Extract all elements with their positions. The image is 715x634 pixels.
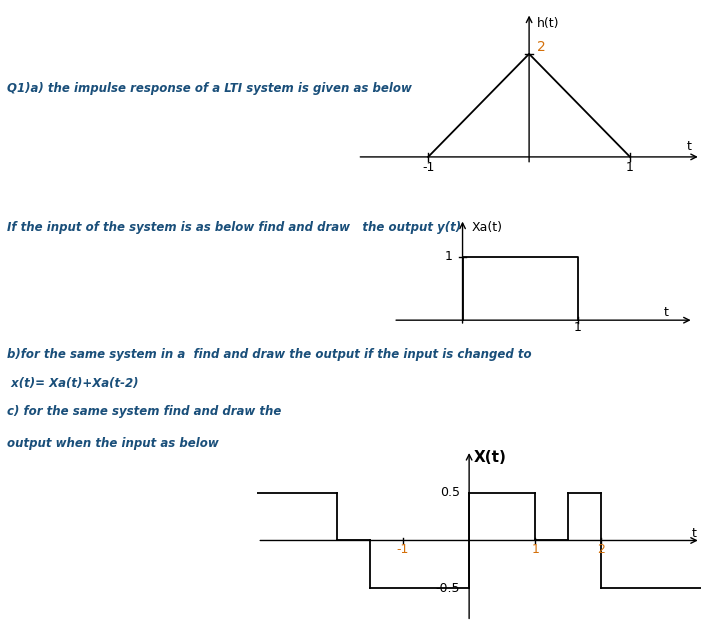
Text: -1: -1: [397, 543, 409, 556]
Text: X(t): X(t): [474, 450, 507, 465]
Text: b)for the same system in a  find and draw the output if the input is changed to: b)for the same system in a find and draw…: [7, 348, 532, 361]
Text: Xa(t): Xa(t): [472, 221, 503, 234]
Text: t: t: [664, 306, 669, 320]
Text: 1: 1: [574, 321, 582, 334]
Text: t: t: [691, 527, 696, 540]
Text: 1: 1: [531, 543, 539, 556]
Text: x(t)= Xa(t)+Xa(t-2): x(t)= Xa(t)+Xa(t-2): [7, 377, 139, 390]
Text: c) for the same system find and draw the: c) for the same system find and draw the: [7, 405, 282, 418]
Text: t: t: [686, 140, 691, 153]
Text: 0.5: 0.5: [440, 486, 460, 500]
Text: Q1)a) the impulse response of a LTI system is given as below: Q1)a) the impulse response of a LTI syst…: [7, 82, 412, 95]
Text: output when the input as below: output when the input as below: [7, 437, 219, 450]
Text: If the input of the system is as below find and draw   the output y(t): If the input of the system is as below f…: [7, 221, 461, 235]
Text: -0.5: -0.5: [435, 581, 460, 595]
Text: 1: 1: [626, 161, 634, 174]
Text: 2: 2: [537, 41, 546, 55]
Text: h(t): h(t): [537, 17, 560, 30]
Text: 2: 2: [598, 543, 606, 556]
Text: 1: 1: [445, 250, 453, 263]
Text: -1: -1: [422, 161, 434, 174]
